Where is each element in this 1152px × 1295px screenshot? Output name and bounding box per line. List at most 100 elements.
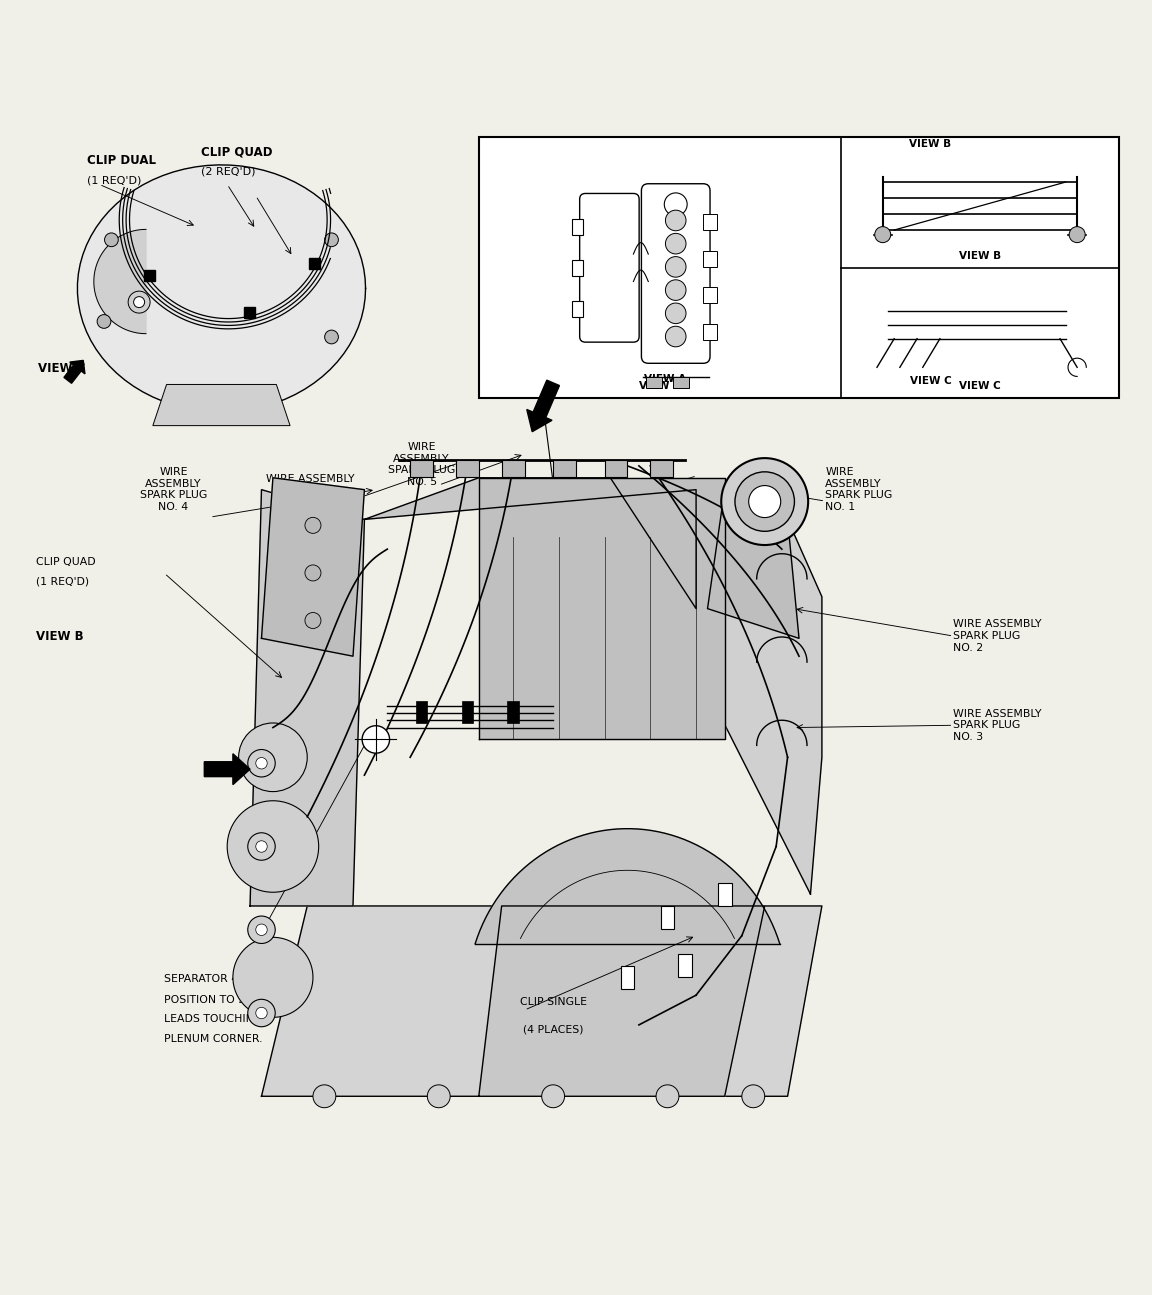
Circle shape: [248, 1000, 275, 1027]
Circle shape: [666, 210, 687, 231]
Bar: [462, 701, 473, 724]
Polygon shape: [153, 385, 290, 426]
Bar: [309, 258, 320, 269]
Text: WIRE
ASSEMBLY
SPARK PLUG
NO. 5: WIRE ASSEMBLY SPARK PLUG NO. 5: [388, 442, 455, 487]
Bar: [571, 300, 583, 317]
Circle shape: [105, 233, 119, 246]
Bar: [144, 269, 156, 281]
Circle shape: [427, 1085, 450, 1107]
Text: VIEW B: VIEW B: [958, 251, 1001, 260]
Text: LEADS TOUCHING: LEADS TOUCHING: [165, 1014, 263, 1024]
Text: VIEW C: VIEW C: [910, 376, 952, 386]
Circle shape: [248, 750, 275, 777]
Bar: [605, 460, 628, 477]
Polygon shape: [696, 490, 821, 894]
Bar: [416, 701, 427, 724]
Text: VIEW A: VIEW A: [638, 381, 681, 391]
Polygon shape: [93, 229, 146, 334]
Circle shape: [256, 840, 267, 852]
Bar: [703, 324, 717, 339]
Text: PLENUM CORNER.: PLENUM CORNER.: [165, 1033, 263, 1044]
Circle shape: [666, 256, 687, 277]
Circle shape: [666, 280, 687, 300]
Circle shape: [238, 723, 308, 791]
Circle shape: [541, 1085, 564, 1107]
Circle shape: [305, 565, 321, 581]
Circle shape: [362, 725, 389, 754]
Polygon shape: [364, 478, 696, 609]
Polygon shape: [262, 906, 821, 1097]
Circle shape: [256, 758, 267, 769]
Circle shape: [874, 227, 890, 242]
Circle shape: [128, 291, 150, 313]
Text: CLIP QUAD: CLIP QUAD: [36, 557, 96, 567]
Bar: [718, 883, 732, 905]
Bar: [479, 137, 1120, 398]
Bar: [501, 460, 524, 477]
Text: VIEW A: VIEW A: [539, 480, 593, 493]
Bar: [621, 966, 635, 989]
FancyArrow shape: [526, 381, 560, 431]
Polygon shape: [262, 478, 364, 657]
Text: (1 REQ'D): (1 REQ'D): [86, 175, 141, 185]
Circle shape: [248, 833, 275, 860]
Bar: [646, 377, 662, 388]
Bar: [571, 260, 583, 276]
Circle shape: [742, 1085, 765, 1107]
Polygon shape: [250, 490, 364, 906]
Text: VIEW B: VIEW B: [36, 629, 84, 642]
Polygon shape: [77, 164, 365, 412]
Polygon shape: [479, 906, 765, 1097]
Bar: [703, 251, 717, 267]
Bar: [677, 954, 691, 976]
Circle shape: [248, 916, 275, 944]
Text: VIEW C: VIEW C: [38, 361, 86, 376]
Bar: [651, 460, 673, 477]
Text: POSITION TO STOP: POSITION TO STOP: [165, 995, 267, 1005]
Text: VIEW B: VIEW B: [909, 139, 952, 149]
Circle shape: [325, 330, 339, 344]
Bar: [507, 701, 518, 724]
Polygon shape: [475, 829, 780, 944]
FancyBboxPatch shape: [642, 184, 710, 364]
Text: VIEW C: VIEW C: [960, 381, 1001, 391]
Circle shape: [313, 1085, 336, 1107]
Bar: [244, 307, 255, 317]
Text: WIRE ASSEMBLY
SPARK PLUG
NO. 2: WIRE ASSEMBLY SPARK PLUG NO. 2: [954, 619, 1041, 653]
Bar: [703, 214, 717, 231]
Bar: [703, 287, 717, 303]
Bar: [410, 460, 433, 477]
Circle shape: [666, 326, 687, 347]
Bar: [673, 377, 689, 388]
Text: (1 REQ'D): (1 REQ'D): [36, 576, 90, 587]
Bar: [456, 460, 479, 477]
Text: (2 REQ'D): (2 REQ'D): [200, 166, 256, 176]
Bar: [571, 219, 583, 234]
Circle shape: [655, 1085, 679, 1107]
FancyBboxPatch shape: [579, 193, 639, 342]
Circle shape: [666, 233, 687, 254]
Circle shape: [721, 458, 809, 545]
FancyArrow shape: [65, 360, 85, 383]
Bar: [553, 460, 576, 477]
Text: CLIP DUAL: CLIP DUAL: [86, 154, 156, 167]
Circle shape: [233, 938, 313, 1018]
Text: CLIP SINGLE: CLIP SINGLE: [520, 997, 586, 1008]
Bar: [660, 906, 674, 930]
FancyArrow shape: [204, 754, 250, 785]
Text: CLIP QUAD: CLIP QUAD: [200, 145, 272, 158]
Circle shape: [1069, 227, 1085, 242]
Circle shape: [305, 517, 321, 534]
Text: WIRE
ASSEMBLY
SPARK PLUG
NO. 4: WIRE ASSEMBLY SPARK PLUG NO. 4: [139, 467, 207, 512]
Polygon shape: [707, 490, 799, 638]
Polygon shape: [479, 478, 725, 739]
Circle shape: [735, 471, 795, 531]
Text: WIRE ASSEMBLY
SPARK PLUG
NO. 6: WIRE ASSEMBLY SPARK PLUG NO. 6: [266, 474, 355, 508]
Circle shape: [665, 193, 687, 216]
Circle shape: [256, 925, 267, 935]
Circle shape: [256, 1008, 267, 1019]
Text: WIRE
ASSEMBLY
SPARK PLUG
NO. 1: WIRE ASSEMBLY SPARK PLUG NO. 1: [825, 467, 893, 512]
Circle shape: [325, 233, 339, 246]
Text: WIRE ASSEMBLY
SPARK PLUG
NO. 3: WIRE ASSEMBLY SPARK PLUG NO. 3: [954, 708, 1041, 742]
Circle shape: [227, 800, 319, 892]
